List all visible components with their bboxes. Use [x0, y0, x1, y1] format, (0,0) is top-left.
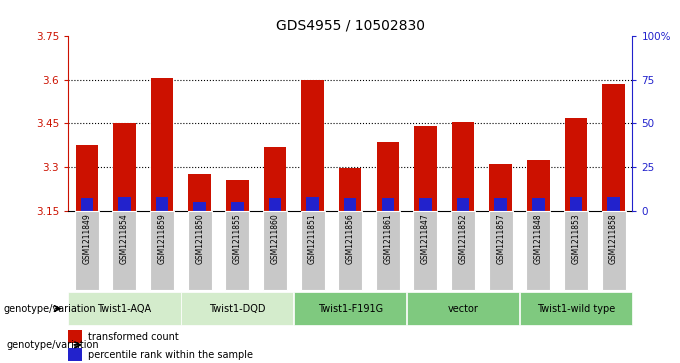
Bar	[381, 198, 394, 211]
Bar	[490, 164, 512, 211]
Text: GSM1211847: GSM1211847	[421, 214, 430, 265]
FancyBboxPatch shape	[263, 211, 287, 290]
FancyBboxPatch shape	[301, 211, 324, 290]
FancyBboxPatch shape	[451, 211, 475, 290]
Bar	[420, 198, 432, 211]
Text: GSM1211849: GSM1211849	[82, 214, 91, 265]
Text: vector: vector	[447, 303, 479, 314]
Text: GSM1211854: GSM1211854	[120, 214, 129, 265]
FancyBboxPatch shape	[112, 211, 137, 290]
Bar	[264, 147, 286, 211]
Bar	[532, 198, 545, 211]
FancyBboxPatch shape	[225, 211, 250, 290]
FancyBboxPatch shape	[75, 211, 99, 290]
Text: genotype/variation: genotype/variation	[3, 303, 96, 314]
Title: GDS4955 / 10502830: GDS4955 / 10502830	[275, 19, 425, 32]
FancyBboxPatch shape	[489, 211, 513, 290]
FancyBboxPatch shape	[68, 348, 82, 361]
Text: percentile rank within the sample: percentile rank within the sample	[88, 350, 254, 360]
Text: genotype/variation: genotype/variation	[7, 340, 99, 350]
Bar	[307, 197, 319, 211]
FancyBboxPatch shape	[413, 211, 437, 290]
FancyBboxPatch shape	[602, 211, 626, 290]
Bar	[156, 197, 168, 211]
Text: Twist1-AQA: Twist1-AQA	[97, 303, 152, 314]
Bar	[81, 198, 93, 211]
Bar	[151, 78, 173, 211]
Text: GSM1211859: GSM1211859	[158, 214, 167, 265]
Bar	[452, 122, 475, 211]
Text: GSM1211848: GSM1211848	[534, 214, 543, 264]
Bar	[339, 168, 362, 211]
Text: GSM1211860: GSM1211860	[271, 214, 279, 265]
FancyBboxPatch shape	[338, 211, 362, 290]
Bar	[113, 123, 136, 211]
Bar	[602, 84, 625, 211]
Text: GSM1211850: GSM1211850	[195, 214, 204, 265]
Bar	[564, 118, 588, 211]
Bar	[188, 174, 211, 211]
Text: Twist1-wild type: Twist1-wild type	[537, 303, 615, 314]
Bar	[527, 160, 549, 211]
FancyBboxPatch shape	[407, 292, 519, 325]
Text: GSM1211853: GSM1211853	[571, 214, 581, 265]
Bar	[226, 180, 249, 211]
Bar	[414, 126, 437, 211]
FancyBboxPatch shape	[150, 211, 174, 290]
Bar	[301, 80, 324, 211]
FancyBboxPatch shape	[68, 330, 82, 343]
Text: Twist1-DQD: Twist1-DQD	[209, 303, 266, 314]
FancyBboxPatch shape	[294, 292, 406, 325]
FancyBboxPatch shape	[182, 292, 293, 325]
Text: GSM1211852: GSM1211852	[458, 214, 468, 264]
Bar	[344, 198, 356, 211]
Text: Twist1-F191G: Twist1-F191G	[318, 303, 383, 314]
FancyBboxPatch shape	[376, 211, 400, 290]
FancyBboxPatch shape	[526, 211, 550, 290]
Bar	[607, 197, 619, 211]
FancyBboxPatch shape	[69, 292, 180, 325]
Bar	[570, 197, 582, 211]
Text: GSM1211861: GSM1211861	[384, 214, 392, 264]
Bar	[118, 197, 131, 211]
Text: GSM1211857: GSM1211857	[496, 214, 505, 265]
Bar	[75, 145, 98, 211]
Text: GSM1211851: GSM1211851	[308, 214, 317, 264]
FancyBboxPatch shape	[188, 211, 211, 290]
Bar	[194, 202, 206, 211]
FancyBboxPatch shape	[564, 211, 588, 290]
Bar	[377, 142, 399, 211]
Text: GSM1211856: GSM1211856	[345, 214, 355, 265]
Bar	[457, 198, 469, 211]
Text: GSM1211855: GSM1211855	[233, 214, 242, 265]
Text: transformed count: transformed count	[88, 332, 179, 342]
FancyBboxPatch shape	[520, 292, 632, 325]
Bar	[231, 202, 243, 211]
Bar	[494, 198, 507, 211]
Text: GSM1211858: GSM1211858	[609, 214, 618, 264]
Bar	[269, 198, 281, 211]
